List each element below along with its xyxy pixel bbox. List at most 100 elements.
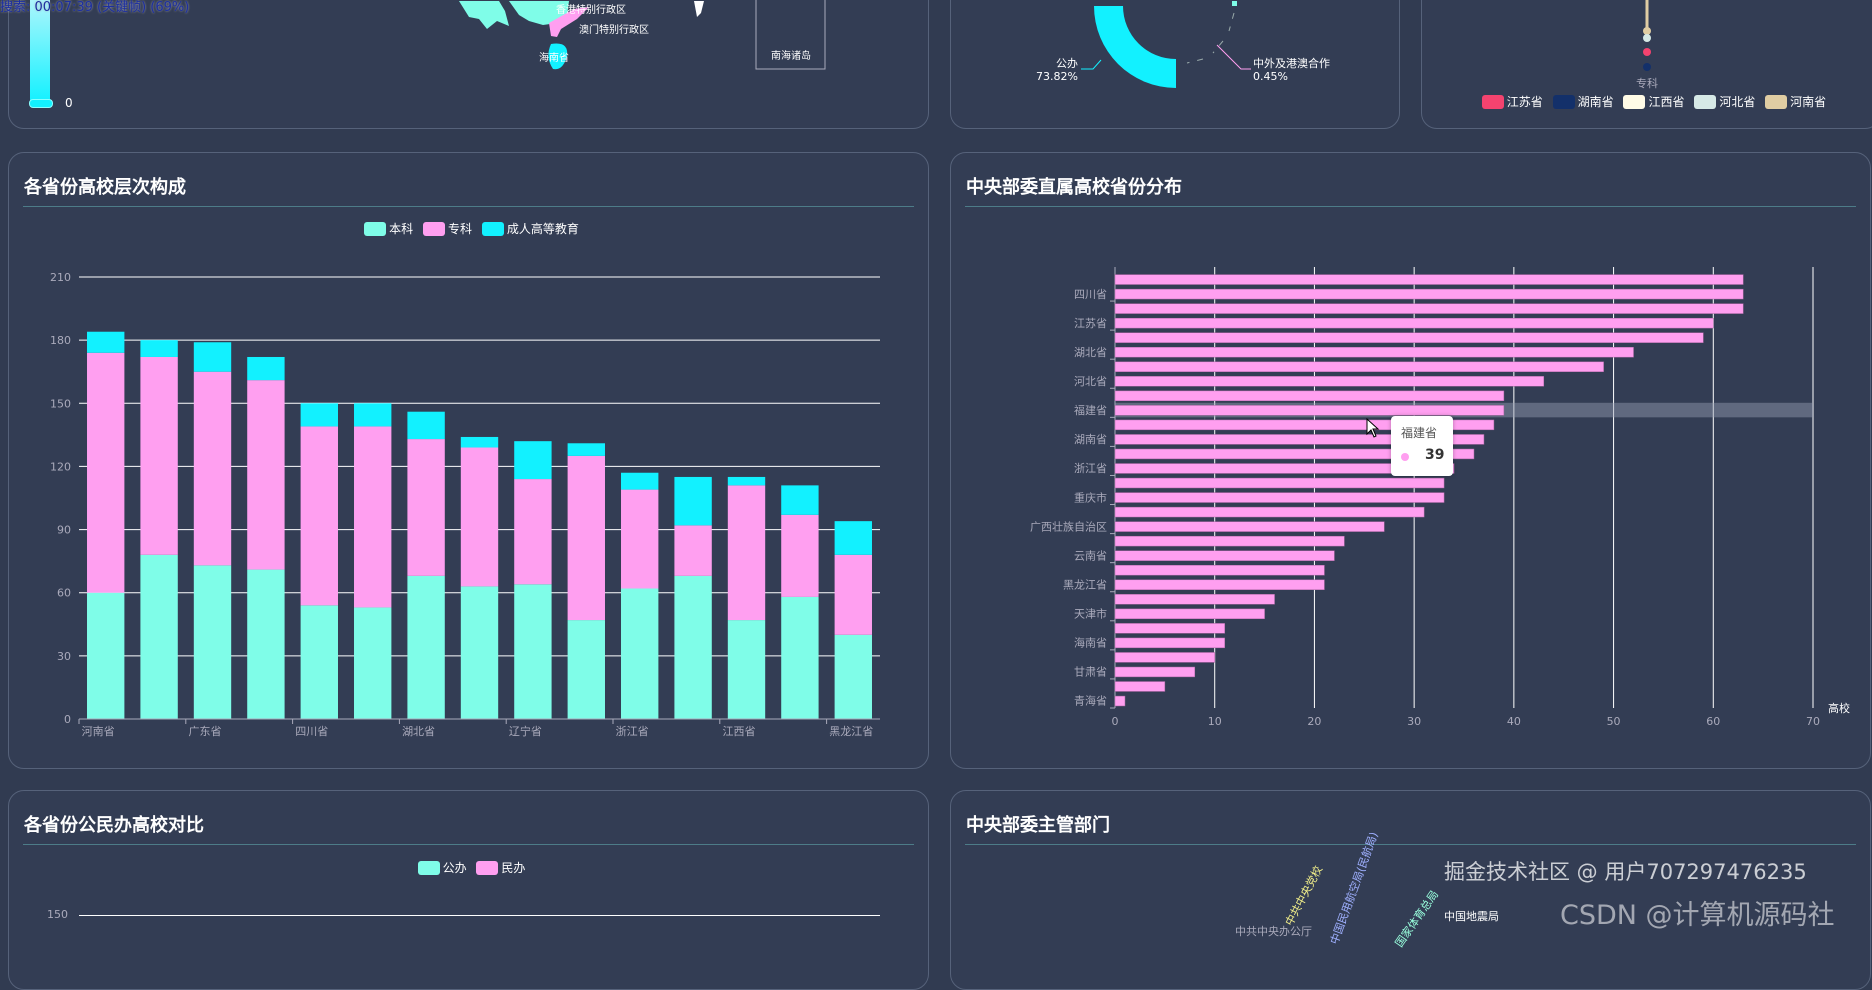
bar[interactable] [1114, 637, 1225, 649]
legend-zhuanke[interactable]: 专科 [447, 222, 472, 236]
word-sport[interactable]: 国家体育总局 [1392, 888, 1442, 950]
bar-segment[interactable] [300, 426, 338, 606]
bar[interactable] [1114, 521, 1385, 532]
legend-henan[interactable]: 河南省 [1790, 95, 1827, 109]
bar-segment[interactable] [460, 586, 499, 719]
bar-segment[interactable] [354, 607, 392, 719]
bar[interactable] [1114, 274, 1744, 285]
bar[interactable] [1114, 361, 1604, 372]
bar[interactable] [1114, 288, 1744, 300]
central-ministry-bar-chart[interactable]: 0 10 20 30 40 50 60 70 四川省江苏省湖北省河北省福建省湖南省浙江省重庆市广… [951, 153, 1872, 770]
bar-segment[interactable] [193, 565, 232, 719]
bar-segment[interactable] [247, 356, 285, 381]
bar[interactable] [1114, 317, 1714, 329]
word-earthquake[interactable]: 中国地震局 [1444, 910, 1499, 923]
bar-segment[interactable] [567, 455, 605, 621]
legend-swatch-jiangsu[interactable] [1481, 94, 1504, 109]
legend-public[interactable]: 公办 [442, 861, 467, 875]
legend-swatch-hunan[interactable] [1552, 94, 1575, 109]
legend-swatch-private[interactable] [476, 860, 499, 875]
bar[interactable] [1114, 506, 1425, 518]
bar[interactable] [1114, 448, 1475, 460]
bar-segment[interactable] [514, 441, 552, 480]
legend-private[interactable]: 民办 [501, 861, 526, 875]
bar[interactable] [1114, 695, 1126, 707]
bar[interactable] [1114, 477, 1445, 489]
bar[interactable] [1114, 376, 1545, 387]
bar-segment[interactable] [407, 411, 445, 440]
china-map[interactable]: 香港特别行政区 澳门特别行政区 海南省 南海诸岛 [439, 0, 839, 130]
bar-segment[interactable] [834, 521, 872, 555]
legend-swatch-henan[interactable] [1765, 94, 1788, 109]
bar-segment[interactable] [674, 575, 712, 719]
bar-segment[interactable] [727, 476, 766, 486]
bar-segment[interactable] [407, 575, 445, 719]
legend-swatch-zhuanke[interactable] [422, 221, 445, 236]
bar-segment[interactable] [567, 620, 605, 719]
bar-segment[interactable] [300, 403, 338, 427]
province-level-chart[interactable]: 专科 [1422, 0, 1872, 91]
bar-segment[interactable] [460, 447, 499, 587]
legend-jiangsu[interactable]: 江苏省 [1506, 95, 1543, 109]
bar-segment[interactable] [514, 479, 552, 585]
bar-segment[interactable] [407, 439, 445, 576]
bar-segment[interactable] [87, 352, 125, 593]
bar[interactable] [1114, 463, 1455, 474]
word-office[interactable]: 中共中央办公厅 [1235, 925, 1312, 938]
legend-benke[interactable]: 本科 [389, 222, 414, 236]
bar-segment[interactable] [621, 472, 659, 490]
bar-segment[interactable] [781, 596, 819, 719]
bar-segment[interactable] [247, 380, 285, 570]
bar[interactable] [1114, 565, 1325, 576]
level-stacked-bar-chart[interactable]: 0 30 60 90 120 150 180 210 河南省 广东省 四川省 湖北省 辽宁省 浙江省 江西省… [9, 153, 930, 770]
bar-segment[interactable] [354, 403, 392, 427]
bar-segment[interactable] [87, 592, 125, 719]
bar-segment[interactable] [674, 476, 712, 526]
word-civil-aviation[interactable]: 中国民用航空局(民航局) [1327, 830, 1381, 947]
bar-segment[interactable] [727, 620, 766, 719]
bar-segment[interactable] [354, 426, 392, 608]
bar-segment[interactable] [621, 588, 659, 719]
bar[interactable] [1114, 405, 1505, 416]
bar-segment[interactable] [781, 485, 819, 515]
school-type-donut[interactable]: 公办 73.82% 中外及港澳合作 0.45% [951, 0, 1401, 130]
bar-segment[interactable] [140, 340, 178, 357]
bar[interactable] [1114, 419, 1495, 431]
bar-segment[interactable] [460, 436, 499, 448]
bar-segment[interactable] [140, 356, 178, 555]
bar[interactable] [1114, 652, 1215, 663]
bar[interactable] [1114, 550, 1335, 561]
bar[interactable] [1114, 623, 1225, 634]
bar[interactable] [1114, 347, 1634, 358]
bar-segment[interactable] [193, 342, 232, 372]
bar[interactable] [1114, 579, 1325, 590]
bar-segment[interactable] [300, 605, 338, 719]
bar[interactable] [1114, 434, 1485, 445]
bar-segment[interactable] [87, 331, 125, 353]
visualmap-gradient-bar[interactable] [30, 0, 50, 103]
legend-swatch-jiangxi[interactable] [1623, 94, 1646, 109]
legend-jiangxi[interactable]: 江西省 [1648, 95, 1685, 109]
legend-swatch-benke[interactable] [364, 221, 387, 236]
bar-segment[interactable] [247, 569, 285, 719]
legend-swatch-chengren[interactable] [481, 221, 504, 236]
legend-hunan[interactable]: 湖南省 [1577, 95, 1614, 109]
bar-segment[interactable] [674, 525, 712, 576]
bar-segment[interactable] [140, 554, 178, 719]
bar-segment[interactable] [621, 489, 659, 589]
bar[interactable] [1114, 492, 1445, 503]
bar[interactable] [1114, 608, 1265, 620]
bar[interactable] [1114, 535, 1345, 547]
bar[interactable] [1114, 594, 1275, 605]
bar-segment[interactable] [834, 634, 872, 719]
legend-swatch-hebei[interactable] [1694, 94, 1717, 109]
bar[interactable] [1114, 390, 1505, 402]
bar[interactable] [1114, 303, 1744, 314]
bar[interactable] [1114, 681, 1166, 692]
bar-segment[interactable] [567, 443, 605, 456]
legend-chengren[interactable]: 成人高等教育 [506, 222, 579, 236]
bar-segment[interactable] [834, 554, 872, 635]
visualmap-handle[interactable] [29, 99, 53, 108]
bar[interactable] [1114, 332, 1704, 343]
bar-segment[interactable] [727, 485, 766, 621]
